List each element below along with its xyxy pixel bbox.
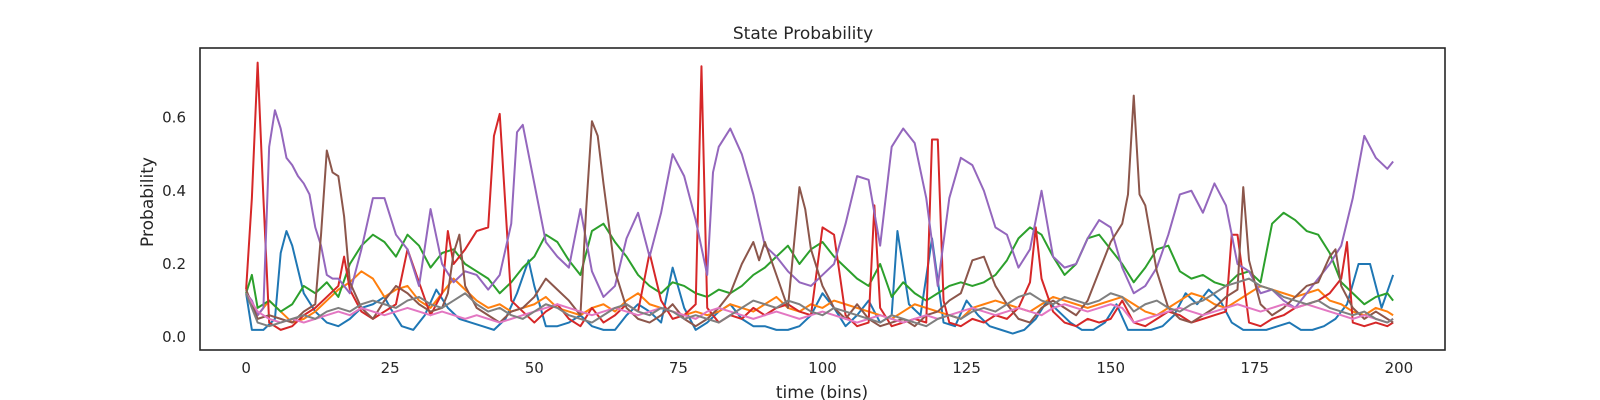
series-line-4 xyxy=(245,61,1394,331)
y-tick-label: 0.0 xyxy=(162,328,186,346)
chart-title: State Probability xyxy=(733,24,873,44)
x-axis: 0 25 50 75 100 125 150 175 200 xyxy=(241,359,1413,377)
x-axis-label: time (bins) xyxy=(776,383,868,400)
x-tick-label: 125 xyxy=(952,359,981,377)
series-layer xyxy=(245,61,1395,335)
x-tick-label: 75 xyxy=(669,359,688,377)
y-tick-label: 0.4 xyxy=(162,182,186,200)
y-tick-label: 0.2 xyxy=(162,255,186,273)
series-line-3 xyxy=(245,211,1394,313)
x-tick-label: 150 xyxy=(1096,359,1125,377)
series-line-5 xyxy=(245,109,1394,317)
x-tick-label: 50 xyxy=(525,359,544,377)
series-line-2 xyxy=(245,270,1394,324)
y-tick-label: 0.6 xyxy=(162,109,186,127)
series-line-8 xyxy=(245,277,1394,328)
series-line-7 xyxy=(245,292,1394,324)
y-axis-label: Probability xyxy=(138,157,158,247)
y-axis: 0.0 0.2 0.4 0.6 xyxy=(162,109,186,347)
plot-frame xyxy=(199,47,1446,351)
x-tick-label: 0 xyxy=(241,359,251,377)
x-tick-label: 25 xyxy=(381,359,400,377)
x-tick-label: 100 xyxy=(808,359,837,377)
x-tick-label: 175 xyxy=(1240,359,1269,377)
x-tick-label: 200 xyxy=(1385,359,1414,377)
